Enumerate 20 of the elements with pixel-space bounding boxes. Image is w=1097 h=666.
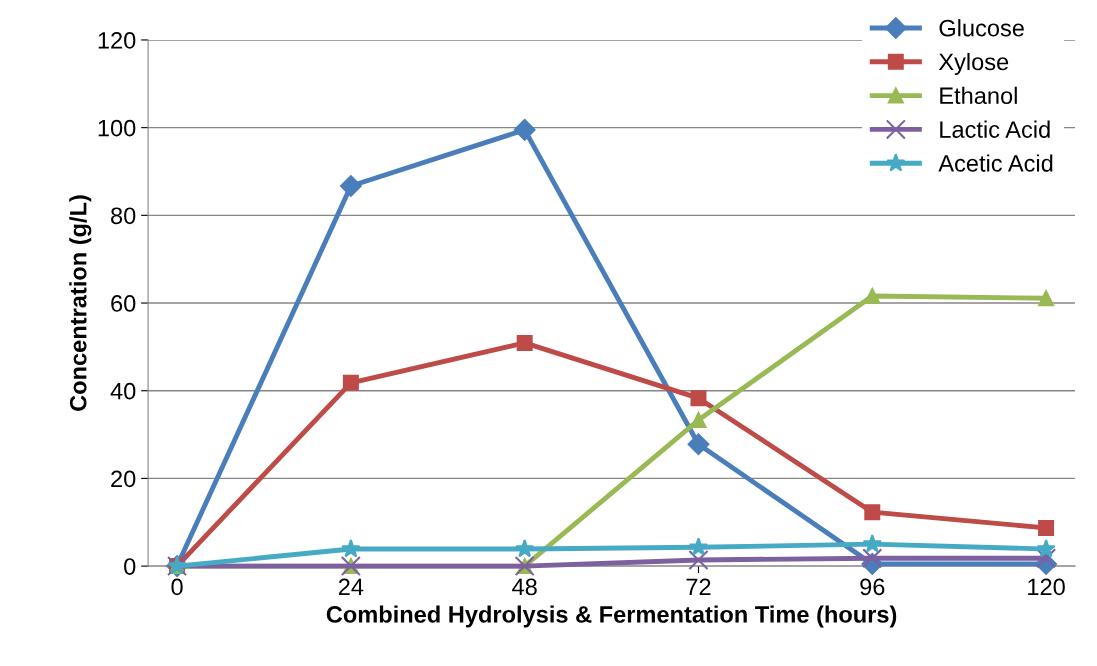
y-tick-label: 20 — [111, 470, 136, 488]
y-tick-label: 0 — [124, 558, 136, 575]
legend-label: Glucose — [939, 19, 1024, 37]
x-tick-label: 120 — [1028, 578, 1065, 596]
x-axis-title: Combined Hydrolysis & Fermentation Time (hours) — [326, 605, 897, 628]
y-tick-label: 40 — [110, 382, 136, 400]
x-tick-label: 72 — [686, 578, 711, 596]
y-tick-label: 60 — [111, 295, 136, 312]
legend-label: Lactic Acid — [940, 120, 1050, 138]
y-tick-label: 100 — [98, 119, 136, 137]
x-tick-label: 24 — [338, 578, 364, 596]
x-tick-label: 0 — [171, 578, 183, 596]
legend-label: Xylose — [938, 52, 1009, 75]
x-tick-label: 96 — [860, 578, 885, 596]
y-axis-title: Concentration (g/L) — [69, 195, 92, 411]
legend-label: Acetic Acid — [938, 154, 1053, 172]
y-tick-label: 120 — [98, 32, 136, 49]
legend-label: Ethanol — [940, 86, 1017, 105]
y-tick-label: 80 — [111, 207, 136, 225]
x-tick-label: 48 — [512, 578, 537, 596]
